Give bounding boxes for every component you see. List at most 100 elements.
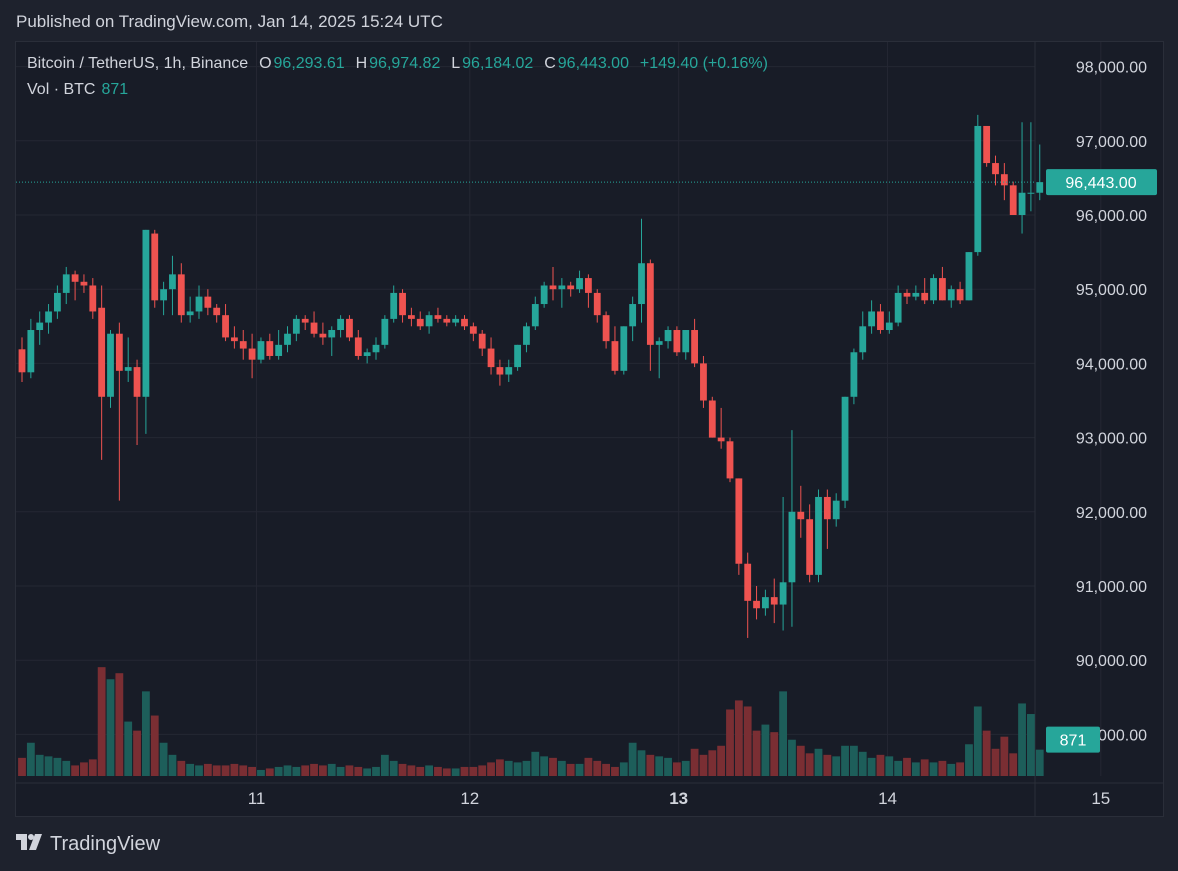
volume-bar	[380, 754, 389, 776]
volume-bar	[257, 769, 265, 776]
volume-label[interactable]: Vol · BTC	[27, 81, 96, 98]
candle-body	[346, 318, 353, 338]
candle-body	[443, 318, 451, 323]
y-tick-label: 96,000.00	[1076, 208, 1147, 225]
candle-body	[576, 278, 583, 290]
candle-body	[27, 330, 35, 373]
volume-bar	[230, 763, 239, 776]
volume-bar	[301, 765, 310, 776]
volume-bar	[885, 756, 894, 776]
candle-body	[673, 330, 681, 353]
y-tick-label: 90,000.00	[1076, 653, 1147, 670]
volume-bar	[177, 760, 186, 776]
candle-body	[788, 511, 796, 583]
candle-body	[567, 285, 575, 290]
volume-value: 871	[101, 81, 129, 98]
y-tick-label: 93,000.00	[1076, 431, 1147, 448]
volume-bar	[602, 763, 610, 776]
volume-bar	[18, 757, 26, 776]
candle-body	[620, 326, 628, 371]
candle-body	[762, 597, 769, 609]
candle-body	[797, 511, 805, 520]
candle-body	[585, 278, 592, 293]
volume-bar	[487, 762, 495, 776]
volume-bar	[938, 760, 947, 776]
volume-bar	[779, 691, 787, 776]
candle-body	[646, 263, 654, 345]
candle-body	[416, 318, 424, 327]
chart-panel[interactable]	[15, 41, 1164, 817]
candle-body	[62, 274, 70, 293]
volume-bar	[611, 766, 619, 776]
volume-bar	[265, 768, 274, 776]
volume-bar	[398, 763, 407, 776]
volume-bar	[646, 754, 655, 776]
open-label: O	[259, 55, 272, 72]
x-tick-label: 14	[878, 789, 897, 808]
candle-body	[514, 344, 521, 368]
low-value: 96,184.02	[462, 55, 534, 72]
volume-bar	[1018, 703, 1026, 776]
volume-bar	[788, 739, 796, 776]
candle-body	[956, 289, 964, 301]
candle-body	[877, 311, 884, 331]
symbol-title[interactable]: Bitcoin / TetherUS, 1h, Binance	[27, 55, 249, 72]
candle-body	[664, 330, 672, 342]
volume-bar	[504, 760, 513, 776]
footer-brand[interactable]: TradingView	[16, 833, 160, 856]
candle-body	[80, 281, 88, 286]
candle-body	[469, 326, 477, 334]
last-price-badge	[1046, 169, 1157, 196]
candle-body	[744, 563, 752, 601]
volume-bar	[283, 765, 292, 776]
volume-bar	[805, 753, 814, 776]
candle-body	[885, 322, 893, 331]
candle-body	[549, 285, 557, 290]
volume-bar	[1027, 714, 1035, 776]
volume-bar	[478, 765, 487, 776]
volume-bar	[549, 757, 557, 776]
candle-body	[275, 344, 283, 356]
candle-body	[611, 341, 619, 371]
volume-bar	[717, 745, 726, 776]
candle-body	[71, 274, 79, 282]
volume-bar	[186, 763, 195, 776]
volume-bar	[407, 765, 416, 776]
y-tick-label: 98,000.00	[1076, 60, 1147, 77]
candle-body	[487, 348, 495, 368]
candle-body	[408, 315, 415, 319]
candle-body	[1036, 182, 1044, 193]
candle-body	[115, 333, 123, 371]
candle-body	[399, 292, 406, 316]
volume-bar	[619, 762, 628, 776]
volume-bar	[80, 762, 88, 776]
volume-bar	[248, 766, 256, 776]
candle-body	[1000, 174, 1008, 186]
candle-body	[779, 582, 787, 605]
volume-bar	[425, 765, 433, 776]
candle-body	[841, 396, 849, 501]
volume-bar	[911, 762, 920, 776]
symbol-legend: Bitcoin / TetherUS, 1h, Binance O 96,293.…	[27, 55, 770, 73]
volume-bar	[442, 768, 451, 776]
volume-bar	[681, 760, 690, 776]
volume-bar	[929, 762, 938, 776]
volume-bar	[566, 763, 575, 776]
candle-body	[753, 600, 760, 609]
volume-bar	[956, 762, 964, 776]
candle-body	[523, 326, 530, 345]
volume-bar	[965, 744, 973, 776]
volume-bar	[434, 766, 442, 776]
candle-body	[337, 318, 344, 331]
candle-body	[894, 292, 902, 323]
y-tick-label: 95,000.00	[1076, 282, 1147, 299]
volume-bar	[814, 748, 823, 776]
volume-bar	[673, 762, 681, 776]
volume-bar	[947, 763, 956, 776]
candle-body	[939, 278, 946, 301]
candle-body	[859, 326, 867, 353]
volume-bar	[761, 724, 770, 776]
candle-body	[45, 311, 52, 323]
volume-bar	[850, 745, 858, 776]
